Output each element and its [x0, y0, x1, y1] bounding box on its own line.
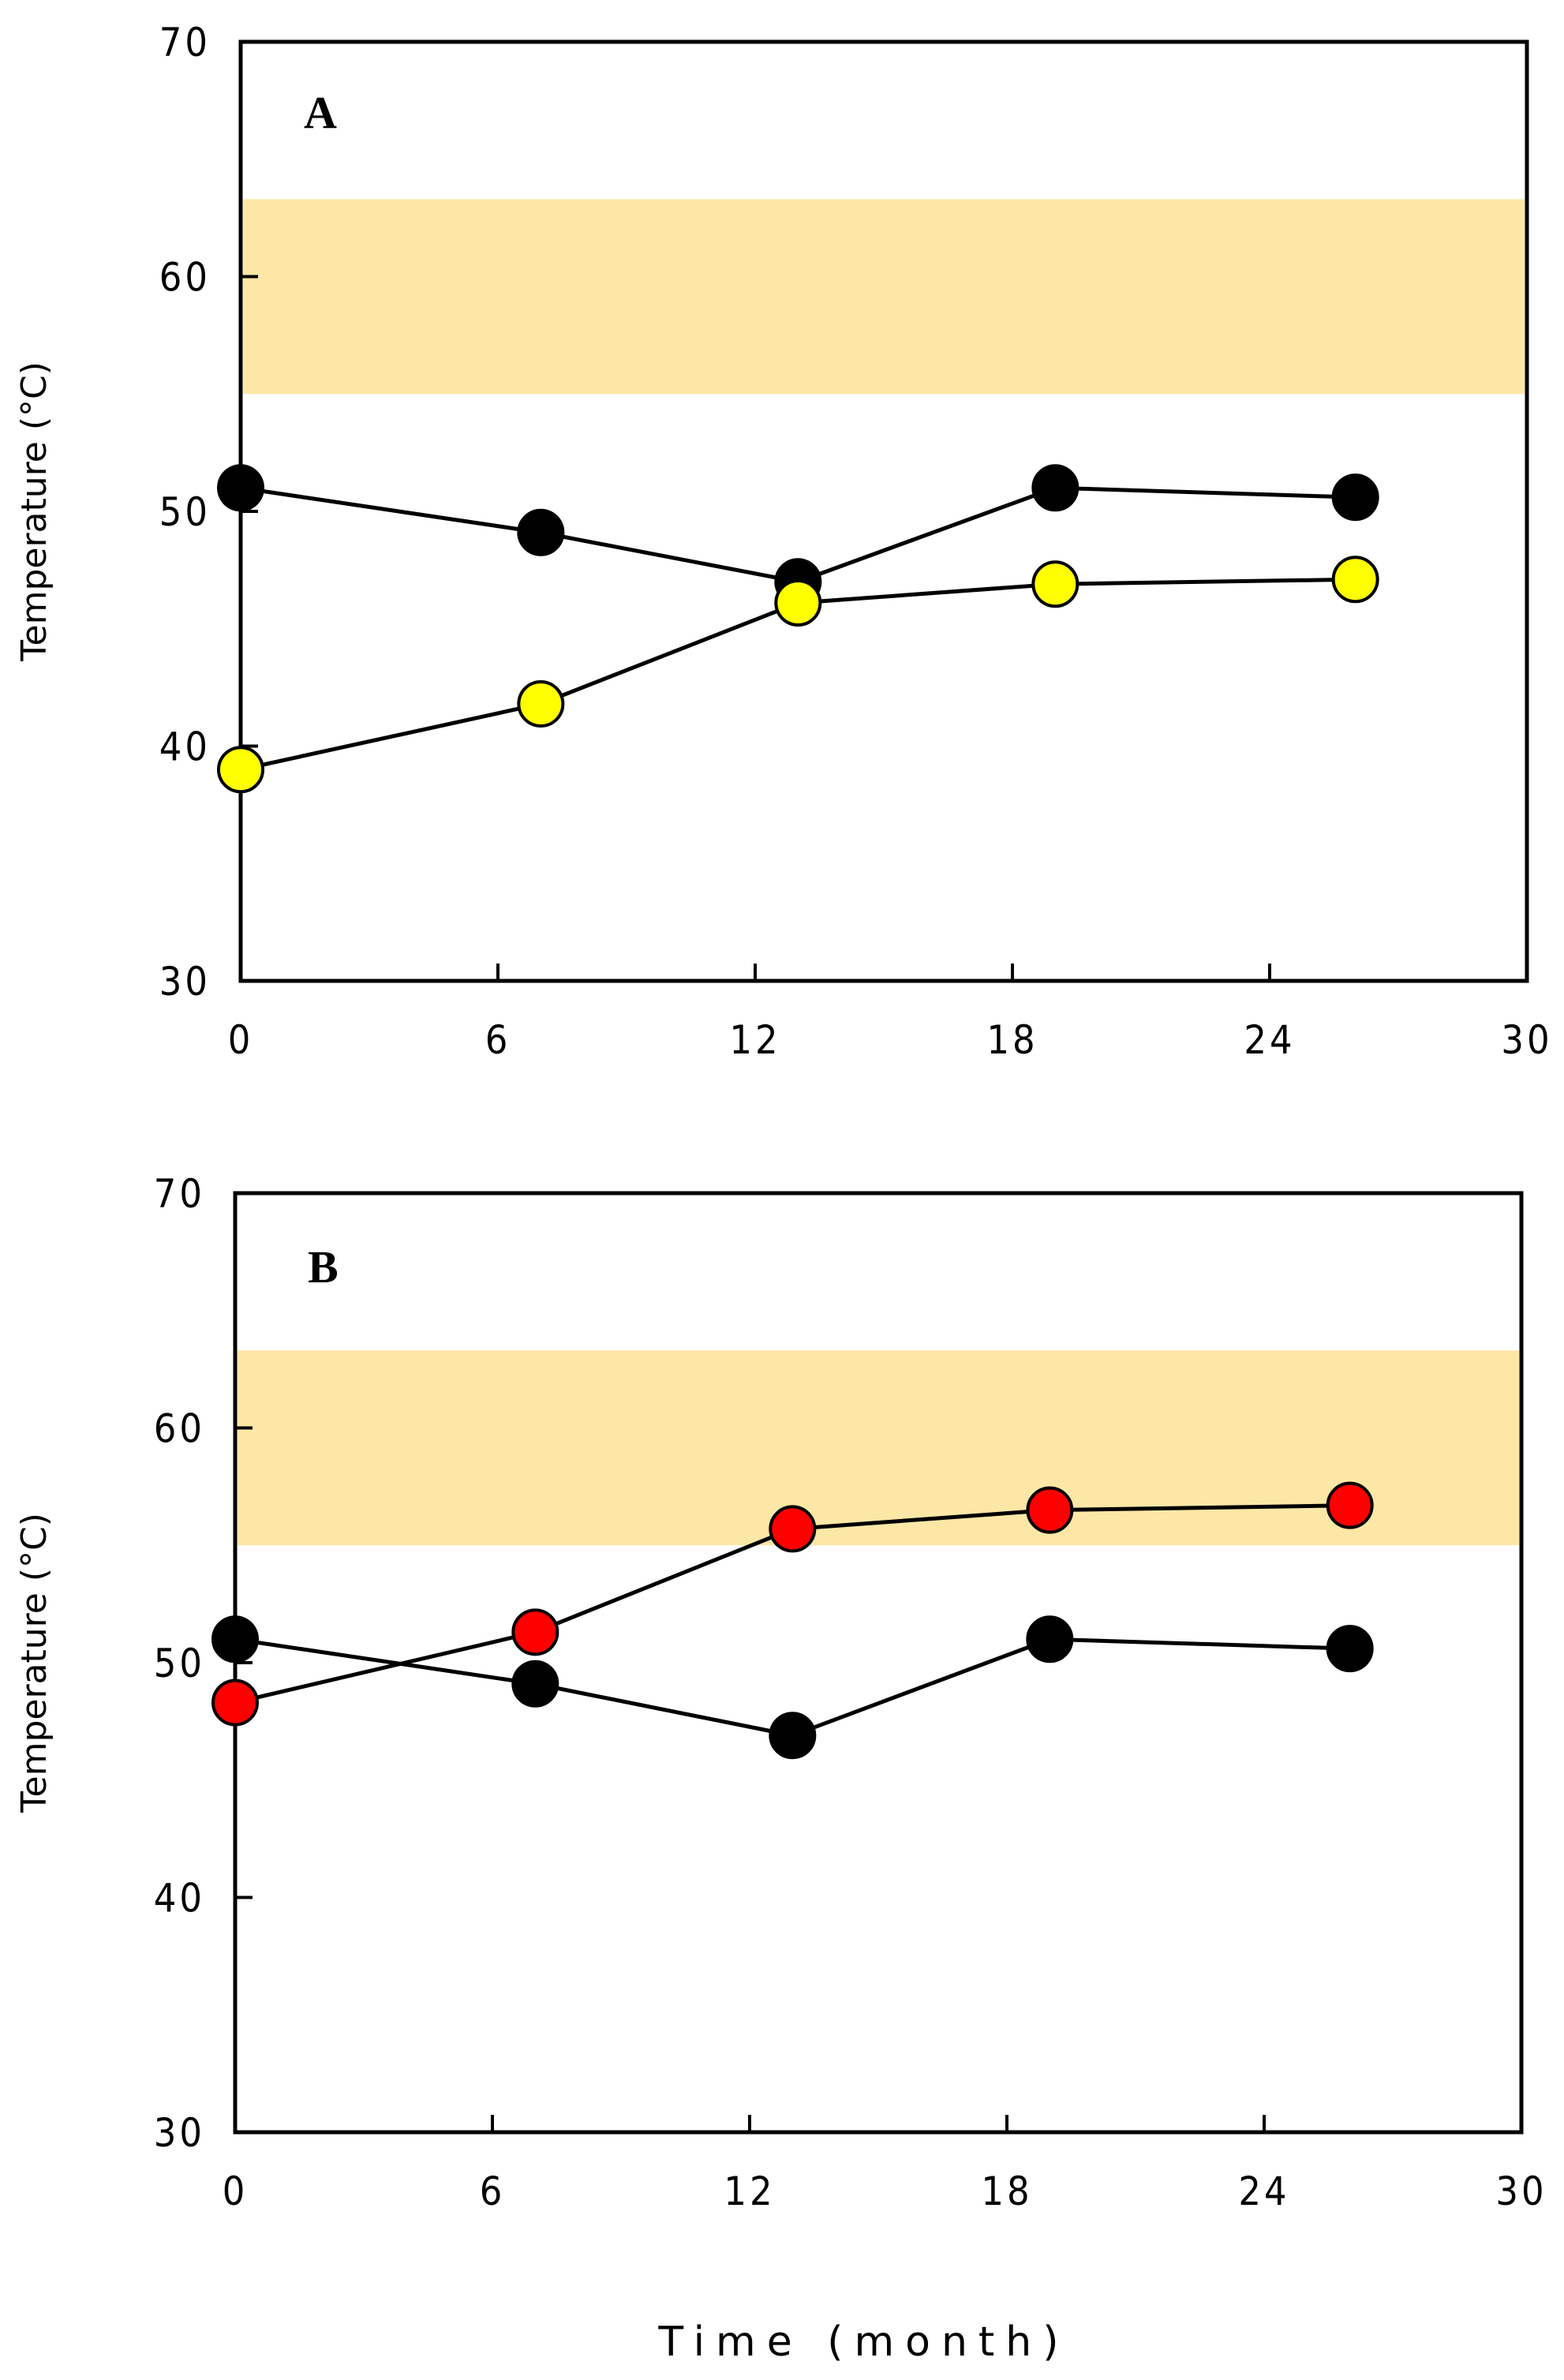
y-axis-title: Temperature (°C) — [14, 361, 54, 662]
panel-a: 30 40 50 60 70 0 6 12 18 24 30 Temperature (°C) A — [14, 20, 1552, 1063]
y-tick-label: 60 — [154, 1406, 205, 1452]
x-tick-label: 6 — [485, 1017, 511, 1063]
data-point — [217, 464, 264, 512]
x-tick-label: 0 — [223, 2169, 249, 2214]
shaded-band — [238, 1350, 1519, 1546]
y-tick-label: 40 — [154, 1876, 205, 1922]
y-axis-title: Temperature (°C) — [14, 1513, 54, 1813]
x-tick-label: 30 — [1495, 2169, 1547, 2214]
data-point — [211, 1615, 259, 1663]
x-tick-label: 18 — [981, 2169, 1032, 2214]
x-axis-title: Time (month) — [657, 2318, 1069, 2366]
data-point — [1031, 464, 1079, 512]
data-point — [1331, 473, 1379, 522]
panel-b: 30 40 50 60 70 0 6 12 18 24 30 Temperature (°C) B — [14, 1171, 1547, 2214]
data-point — [517, 508, 565, 556]
panel-label: B — [308, 1241, 339, 1293]
y-tick-label: 60 — [159, 255, 211, 301]
data-point — [1326, 1481, 1374, 1529]
y-tick-label: 50 — [154, 1641, 205, 1686]
x-tick-label: 12 — [724, 2169, 775, 2214]
x-tick-label: 12 — [729, 1017, 780, 1063]
shaded-band — [243, 199, 1525, 395]
data-point — [511, 1660, 559, 1708]
x-tick-label: 30 — [1501, 1017, 1552, 1063]
y-tick-label: 40 — [159, 724, 211, 770]
y-tick-label: 70 — [159, 20, 211, 65]
data-point — [1031, 560, 1079, 608]
data-point — [1026, 1615, 1074, 1663]
data-point — [517, 679, 565, 728]
data-point — [1326, 1625, 1374, 1673]
x-tick-label: 24 — [1244, 1017, 1295, 1063]
y-tick-label: 30 — [159, 959, 211, 1005]
data-point — [769, 1712, 817, 1760]
data-point — [1026, 1486, 1074, 1534]
panel-label: A — [304, 87, 337, 138]
plot-frame — [233, 1191, 1524, 2135]
plot-frame — [238, 39, 1529, 983]
data-point — [769, 1505, 817, 1553]
y-tick-label: 50 — [159, 489, 211, 535]
y-tick-label: 70 — [154, 1171, 205, 1217]
x-tick-label: 24 — [1238, 2169, 1289, 2214]
data-point — [774, 579, 822, 627]
data-point — [211, 1678, 259, 1727]
data-point — [217, 746, 264, 794]
x-tick-label: 18 — [986, 1017, 1038, 1063]
data-point — [1331, 556, 1379, 604]
y-tick-label: 30 — [154, 2110, 205, 2156]
data-point — [511, 1608, 559, 1656]
x-tick-label: 6 — [480, 2169, 506, 2214]
x-tick-label: 0 — [228, 1017, 254, 1063]
